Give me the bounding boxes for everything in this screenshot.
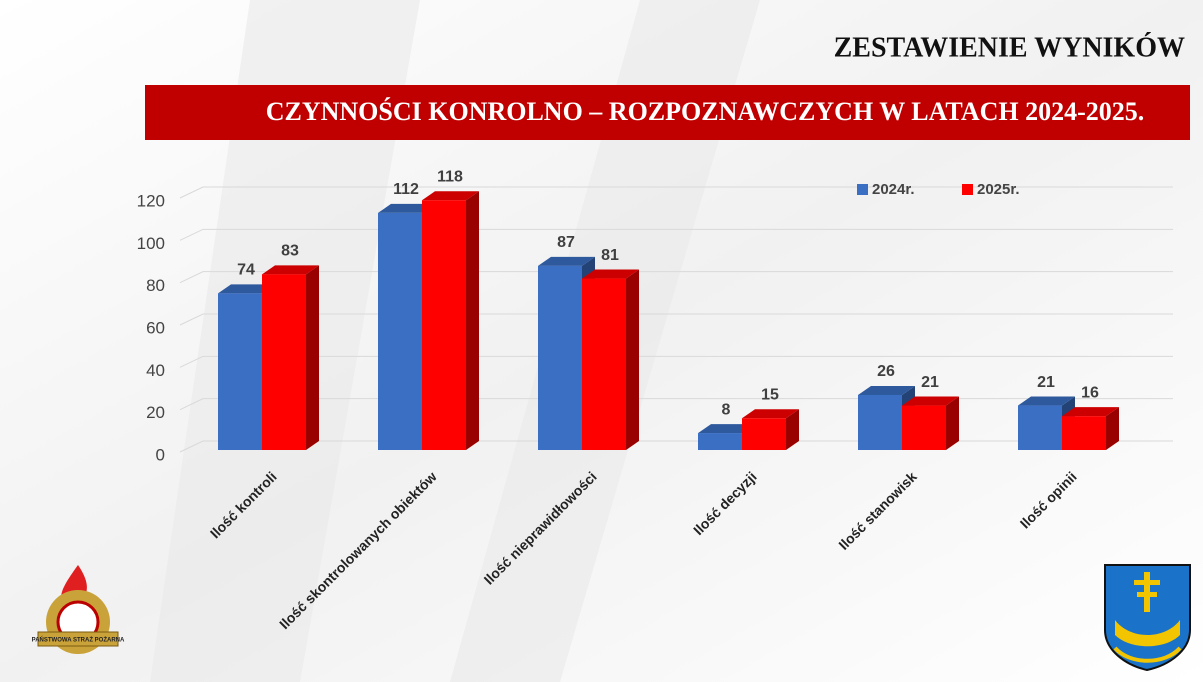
bar [218, 293, 262, 450]
bar-top [698, 424, 755, 434]
bar-side [626, 269, 639, 450]
y-tick-label: 120 [137, 191, 165, 210]
y-tick-label: 60 [146, 318, 165, 337]
bar-side [1106, 407, 1119, 450]
grid-line [179, 186, 1173, 199]
bar-top [902, 396, 959, 406]
bar [902, 405, 946, 450]
bar [858, 394, 902, 450]
bar-3d [422, 191, 479, 450]
bar [1018, 405, 1062, 450]
bar-3d [902, 396, 959, 450]
y-tick-label: 20 [146, 403, 165, 422]
value-label: 112 [393, 181, 419, 198]
bar-top [742, 409, 799, 419]
legend-label: 2025r. [977, 181, 1020, 198]
logo-text: PAŃSTWOWA STRAŻ POŻARNA [32, 636, 125, 644]
bar-top [378, 203, 435, 213]
bar-side [786, 409, 799, 450]
bar [262, 274, 306, 450]
bar [742, 418, 786, 450]
psp-logo: PAŃSTWOWA STRAŻ POŻARNA [32, 565, 125, 654]
background-shape [150, 0, 760, 682]
chart-title: CZYNNOŚCI KONROLNO – ROZPOZNAWCZYCH W LA… [266, 97, 1145, 126]
legend-swatch [857, 184, 868, 195]
bar-3d [1062, 407, 1119, 450]
value-label: 83 [281, 243, 299, 260]
bar-top [538, 256, 595, 266]
bar-side [306, 265, 319, 450]
value-label: 16 [1081, 384, 1099, 401]
value-label: 15 [761, 386, 779, 403]
y-tick-label: 80 [146, 276, 165, 295]
coat-of-arms [1104, 564, 1191, 672]
grid-line [179, 313, 1173, 326]
title-banner [145, 85, 1190, 140]
y-tick-label: 0 [156, 445, 165, 464]
value-label: 81 [601, 247, 619, 264]
grid-line [179, 440, 1173, 453]
legend-swatch [962, 184, 973, 195]
bar-top [858, 385, 915, 395]
bar-side [946, 396, 959, 450]
value-label: 26 [877, 363, 895, 380]
bar [378, 212, 422, 450]
value-label: 8 [722, 401, 731, 418]
bar-top [1018, 396, 1075, 406]
value-label: 87 [557, 234, 575, 251]
grid-line [179, 398, 1173, 411]
value-label: 21 [921, 374, 939, 391]
bar [422, 200, 466, 450]
bar-top [218, 284, 275, 294]
bar-top [262, 265, 319, 275]
bar-3d [582, 269, 639, 450]
y-tick-label: 100 [137, 234, 165, 253]
grid-line [179, 228, 1173, 241]
bar-top [582, 269, 639, 279]
bar-3d [742, 409, 799, 450]
bar [698, 433, 742, 450]
heading: ZESTAWIENIE WYNIKÓW [834, 32, 1185, 63]
bar [1062, 416, 1106, 450]
legend: 2024r. 2025r. [857, 181, 1020, 198]
bar-side [466, 191, 479, 450]
bar-3d [262, 265, 319, 450]
value-label: 74 [237, 262, 255, 279]
grid-line [179, 271, 1173, 284]
legend-label: 2024r. [872, 181, 915, 198]
y-tick-label: 40 [146, 361, 165, 380]
grid-line [179, 355, 1173, 368]
bar [538, 265, 582, 450]
bar-top [422, 191, 479, 201]
bar-top [1062, 407, 1119, 417]
value-label: 118 [437, 168, 463, 185]
value-label: 21 [1037, 374, 1055, 391]
bar [582, 278, 626, 450]
